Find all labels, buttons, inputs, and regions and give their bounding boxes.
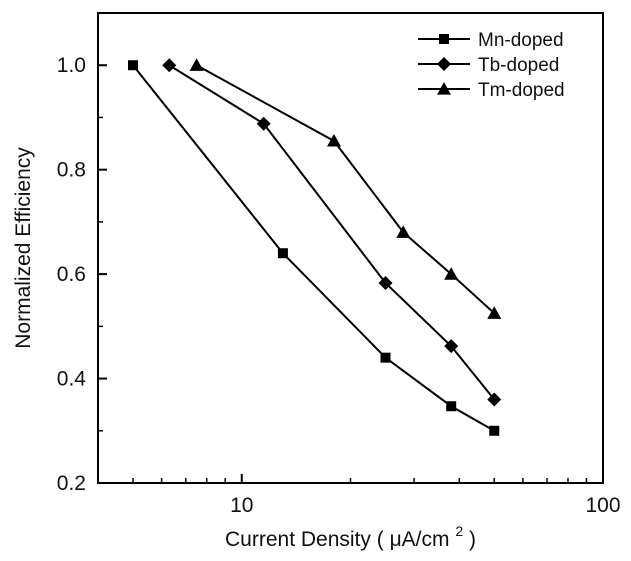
y-tick-label: 0.6	[57, 263, 86, 286]
data-point-diamond	[487, 392, 502, 407]
x-axis-title-superscript: 2	[455, 523, 463, 539]
x-tick-label: 100	[585, 494, 620, 517]
legend: Mn-doped Tb-doped Tm-doped	[418, 30, 565, 101]
y-axis-title: Normalized Efficiency	[12, 147, 35, 349]
legend-label: Mn-doped	[478, 30, 564, 51]
series-line	[132, 64, 495, 432]
data-point-diamond	[256, 116, 271, 131]
data-point-triangle	[396, 225, 411, 238]
series-line	[168, 64, 496, 401]
data-point-square	[277, 248, 288, 259]
plot-frame	[97, 12, 604, 484]
data-point-diamond	[162, 58, 177, 73]
series-diamond	[162, 58, 502, 407]
legend-marker-diamond	[437, 57, 451, 71]
y-tick-label: 1.0	[57, 54, 86, 77]
y-tick-label: 0.8	[57, 159, 86, 182]
data-point-triangle	[326, 133, 341, 147]
legend-label: Tb-doped	[478, 55, 559, 76]
data-point-triangle	[444, 267, 459, 280]
y-tick-label: 0.4	[57, 368, 87, 391]
data-point-diamond	[444, 339, 459, 354]
x-axis-title: Current Density ( μA/cm 2 )	[225, 518, 476, 551]
y-tick-label: 0.2	[57, 472, 86, 495]
data-point-triangle	[189, 58, 204, 71]
x-axis-title-main: Current Density (	[225, 528, 384, 551]
x-tick-label: 10	[230, 494, 253, 517]
x-axis-title-unit: μA/cm	[390, 528, 450, 551]
legend-marker-triangle	[437, 82, 451, 95]
series-triangle	[189, 58, 502, 319]
x-axis-title-close: )	[469, 528, 476, 551]
data-point-diamond	[378, 275, 393, 290]
axis-ticks: 10 100 0.2 0.4 0.6 0.8 1.0	[57, 54, 621, 517]
data-point-square	[380, 352, 391, 363]
data-point-square	[489, 425, 500, 436]
legend-entry: Mn-doped	[418, 30, 564, 51]
data-point-square	[446, 401, 457, 412]
legend-label: Tm-doped	[478, 80, 565, 101]
legend-entry: Tb-doped	[418, 55, 559, 76]
series-group	[128, 58, 502, 436]
legend-entry: Tm-doped	[418, 80, 565, 101]
data-point-square	[128, 60, 139, 71]
series-square	[128, 60, 500, 436]
data-point-triangle	[487, 306, 502, 319]
legend-marker-square	[439, 34, 449, 44]
